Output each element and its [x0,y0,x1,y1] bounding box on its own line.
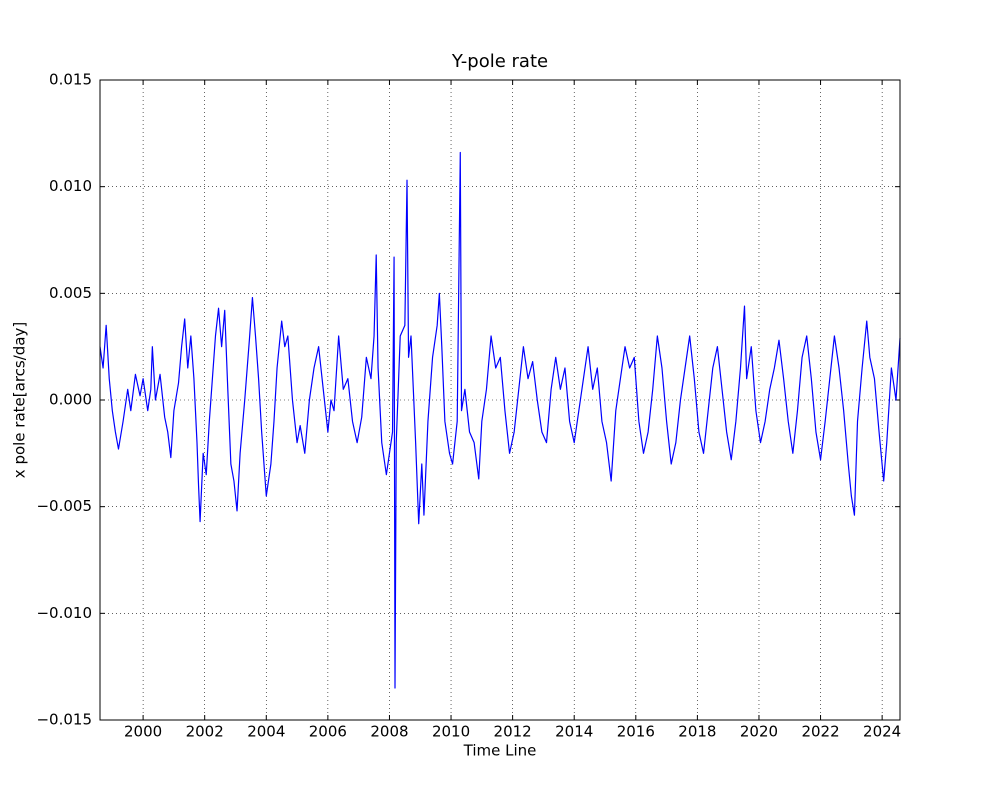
y-tick-label: −0.005 [36,497,92,515]
x-tick-label: 2020 [740,723,778,741]
y-tick-label: 0.005 [49,284,92,302]
y-tick-label: 0.000 [49,391,92,409]
x-tick-label: 2024 [863,723,901,741]
y-tick-label: 0.015 [49,71,92,89]
x-tick-label: 2018 [678,723,716,741]
x-tick-label: 2004 [247,723,285,741]
x-tick-label: 2008 [370,723,408,741]
x-axis-label: Time Line [463,742,537,760]
x-tick-label: 2014 [555,723,593,741]
y-tick-label: 0.010 [49,177,92,195]
plot-frame [99,79,901,721]
chart-title: Y-pole rate [451,51,548,72]
y-tick-label: −0.015 [36,711,92,729]
x-tick-label: 2006 [309,723,347,741]
x-tick-label: 2012 [494,723,532,741]
x-tick-label: 2002 [186,723,224,741]
x-tick-label: 2016 [617,723,655,741]
x-tick-label: 2000 [124,723,162,741]
y-axis-label: x pole rate[arcs/day] [11,322,29,478]
x-tick-label: 2022 [801,723,839,741]
y-tick-label: −0.010 [36,604,92,622]
x-tick-label: 2010 [432,723,470,741]
data-line [99,151,901,689]
